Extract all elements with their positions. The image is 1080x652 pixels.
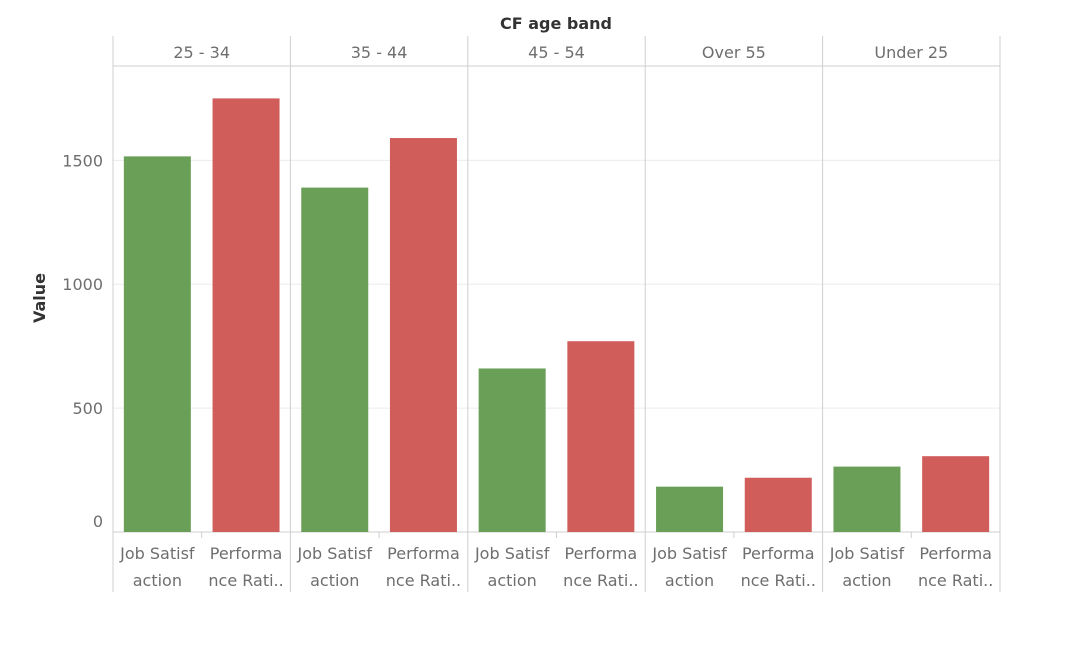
y-tick-label: 0 [93, 512, 103, 531]
x-category-label: nce Rati.. [563, 571, 638, 590]
x-category-label: action [133, 571, 182, 590]
bar [212, 98, 280, 532]
bar [389, 138, 457, 533]
y-tick-label: 500 [72, 399, 103, 418]
bars [123, 98, 990, 533]
x-category-label: action [665, 571, 714, 590]
x-category-label: action [842, 571, 891, 590]
x-category-label: Job Satisf [829, 544, 905, 563]
facet-header-label: 25 - 34 [173, 43, 230, 62]
x-category-label: Job Satisf [651, 544, 727, 563]
bar [656, 486, 724, 532]
x-category-label: Performa [210, 544, 283, 563]
x-category-label: Performa [565, 544, 638, 563]
facet-header-label: 45 - 54 [528, 43, 585, 62]
x-category-label: action [488, 571, 537, 590]
facet-header-label: Over 55 [702, 43, 766, 62]
y-axis-title: Value [30, 273, 49, 323]
x-category-label: nce Rati.. [741, 571, 816, 590]
x-axis-labels: Job Satisf action Performa nce Rati.. Job Sa… [119, 544, 993, 590]
x-category-label: Performa [742, 544, 815, 563]
x-category-label: Performa [387, 544, 460, 563]
facet-header-label: Under 25 [874, 43, 948, 62]
x-category-label: action [310, 571, 359, 590]
y-tick-label: 1500 [62, 151, 103, 170]
bar [478, 368, 546, 532]
x-category-label: nce Rati.. [918, 571, 993, 590]
x-category-label: Job Satisf [119, 544, 195, 563]
facet-header-label: 35 - 44 [351, 43, 408, 62]
x-category-label: Performa [919, 544, 992, 563]
bar [301, 187, 369, 533]
x-category-label: nce Rati.. [208, 571, 283, 590]
x-category-label: Job Satisf [474, 544, 550, 563]
bar [567, 341, 635, 532]
y-axis: 0 500 1000 1500 [62, 151, 103, 531]
facet-headers: 25 - 34 35 - 44 45 - 54 Over 55 Under 25 [173, 43, 948, 62]
bar [744, 477, 812, 532]
x-category-label: Job Satisf [297, 544, 373, 563]
y-tick-label: 1000 [62, 275, 103, 294]
bar [833, 466, 901, 532]
facet-title: CF age band [500, 14, 612, 33]
x-category-label: nce Rati.. [386, 571, 461, 590]
bar [922, 456, 990, 532]
bar [123, 156, 191, 532]
